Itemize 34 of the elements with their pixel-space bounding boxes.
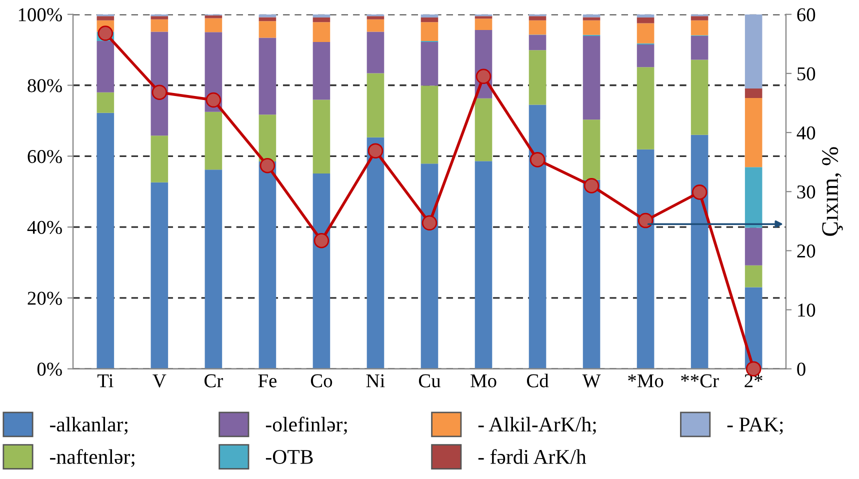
x-tick-label: Ni (366, 374, 385, 388)
legend-label: -alkanlar; (50, 416, 128, 435)
x-tick-label: W (582, 374, 601, 388)
x-tick-label: Cr (204, 374, 223, 388)
y2-tick-label: 0 (797, 362, 806, 376)
x-tick-label: *Mo (628, 374, 664, 388)
x-tick-label: Fe (258, 374, 277, 388)
x-tick-label: V (152, 374, 166, 388)
x-tick-label: 2* (744, 374, 762, 388)
x-tick-label: Ti (97, 374, 114, 388)
y2-axis-title: Çıxım, % (822, 147, 843, 236)
legend-label: -olefinlər; (266, 416, 347, 435)
y2-tick-label: 10 (798, 304, 816, 317)
x-tick-label: Co (310, 374, 332, 388)
x-tick-label: **Cr (681, 374, 719, 388)
x-tick-label: Mo (470, 374, 496, 388)
y-tick-label: 100% (18, 8, 62, 22)
x-tick-label: Cd (526, 374, 549, 388)
y-tick-label: 20% (28, 292, 62, 305)
legend-label: - Alkil-ArK/h; (478, 416, 596, 435)
y2-tick-label: 60 (797, 8, 816, 22)
x-tick-label: Cu (418, 374, 441, 388)
y2-tick-label: 50 (798, 67, 816, 80)
y-tick-label: 40% (27, 220, 62, 234)
legend-label: - fərdi ArK/h (478, 449, 586, 464)
y-tick-label: 0% (37, 362, 62, 376)
legend-label: - PAK; (727, 418, 783, 435)
y2-tick-label: 30 (797, 185, 816, 199)
legend-label: -naftenlər; (50, 449, 134, 467)
y-tick-label: 60% (28, 150, 62, 164)
legend-label: -OTB (266, 450, 313, 464)
y-tick-label: 80% (28, 79, 62, 92)
y2-tick-label: 20 (797, 244, 816, 258)
y2-tick-label: 40 (796, 126, 816, 140)
